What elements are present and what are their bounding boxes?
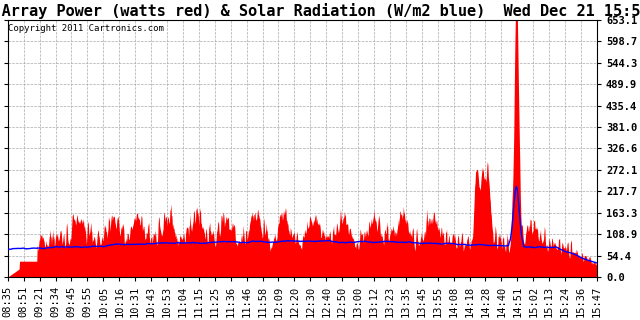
Title: West Array Power (watts red) & Solar Radiation (W/m2 blue)  Wed Dec 21 15:53: West Array Power (watts red) & Solar Rad… (0, 3, 640, 19)
Text: Copyright 2011 Cartronics.com: Copyright 2011 Cartronics.com (8, 24, 164, 33)
